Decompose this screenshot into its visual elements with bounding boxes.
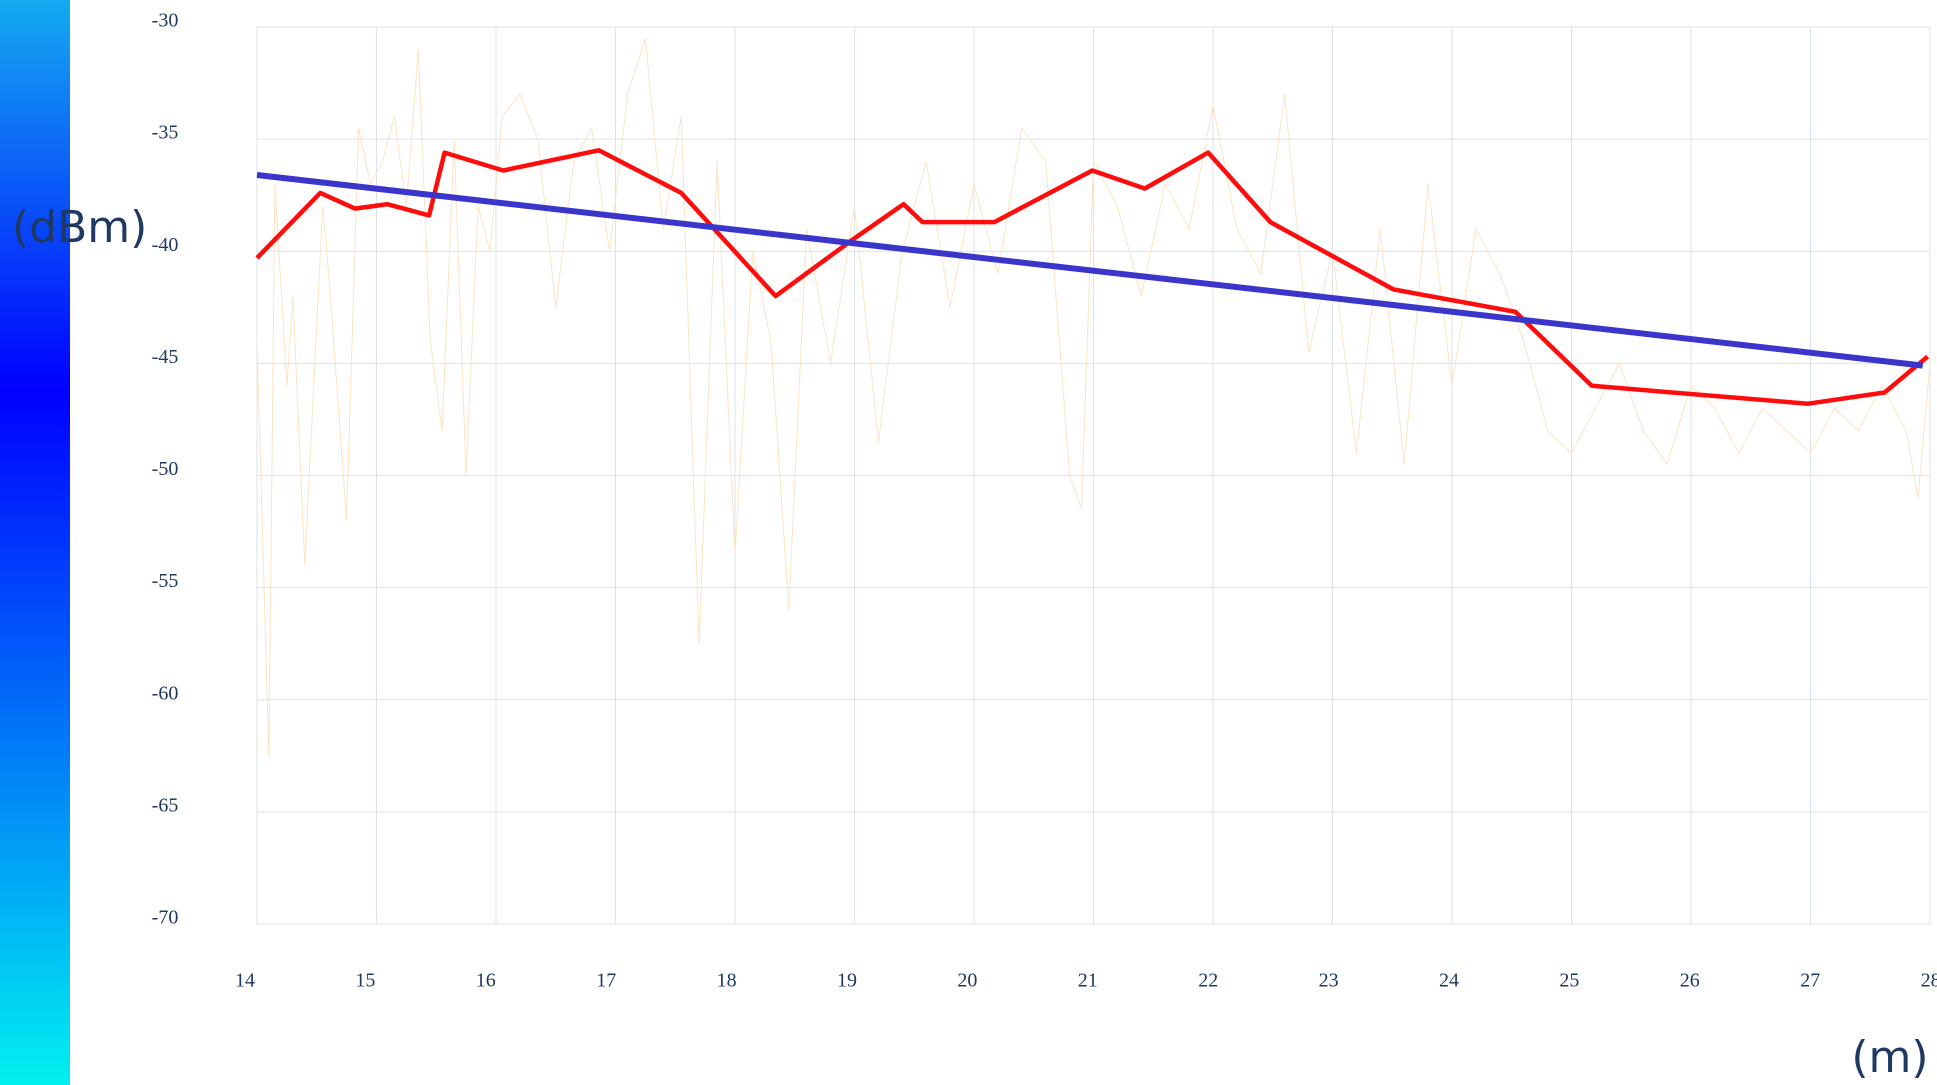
x-tick-label: 19 (837, 970, 857, 992)
x-tick-label: 28 (1921, 970, 1937, 992)
x-tick-label: 15 (355, 970, 375, 992)
x-tick-label: 18 (717, 970, 737, 992)
x-tick-label: 17 (596, 970, 616, 992)
y-tick-label: -65 (152, 794, 179, 816)
data-line (255, 148, 1930, 406)
x-tick-label: 26 (1680, 970, 1700, 992)
y-tick-label: -45 (152, 346, 179, 368)
y-tick-label: -50 (152, 458, 179, 480)
data-line (256, 172, 1924, 369)
y-tick-label: -60 (152, 682, 179, 704)
x-tick-label: 23 (1319, 970, 1339, 992)
y-tick-label: -55 (152, 570, 179, 592)
x-tick-label: 14 (235, 970, 255, 992)
x-tick-label: 25 (1559, 970, 1579, 992)
side-bar (0, 0, 70, 1085)
y-tick-label: -35 (152, 122, 179, 144)
x-tick-label: 24 (1439, 970, 1459, 992)
x-tick-label: 22 (1198, 970, 1218, 992)
y-tick-label: -40 (152, 234, 179, 256)
x-axis-label: (m) (1851, 1032, 1928, 1083)
y-tick-label: -30 (152, 10, 179, 32)
x-tick-label: 21 (1078, 970, 1098, 992)
x-tick-label: 20 (957, 970, 977, 992)
x-tick-label: 27 (1800, 970, 1820, 992)
y-axis-label: (dBm) (12, 202, 147, 253)
y-tick-label: -70 (152, 907, 179, 929)
x-tick-label: 16 (476, 970, 496, 992)
